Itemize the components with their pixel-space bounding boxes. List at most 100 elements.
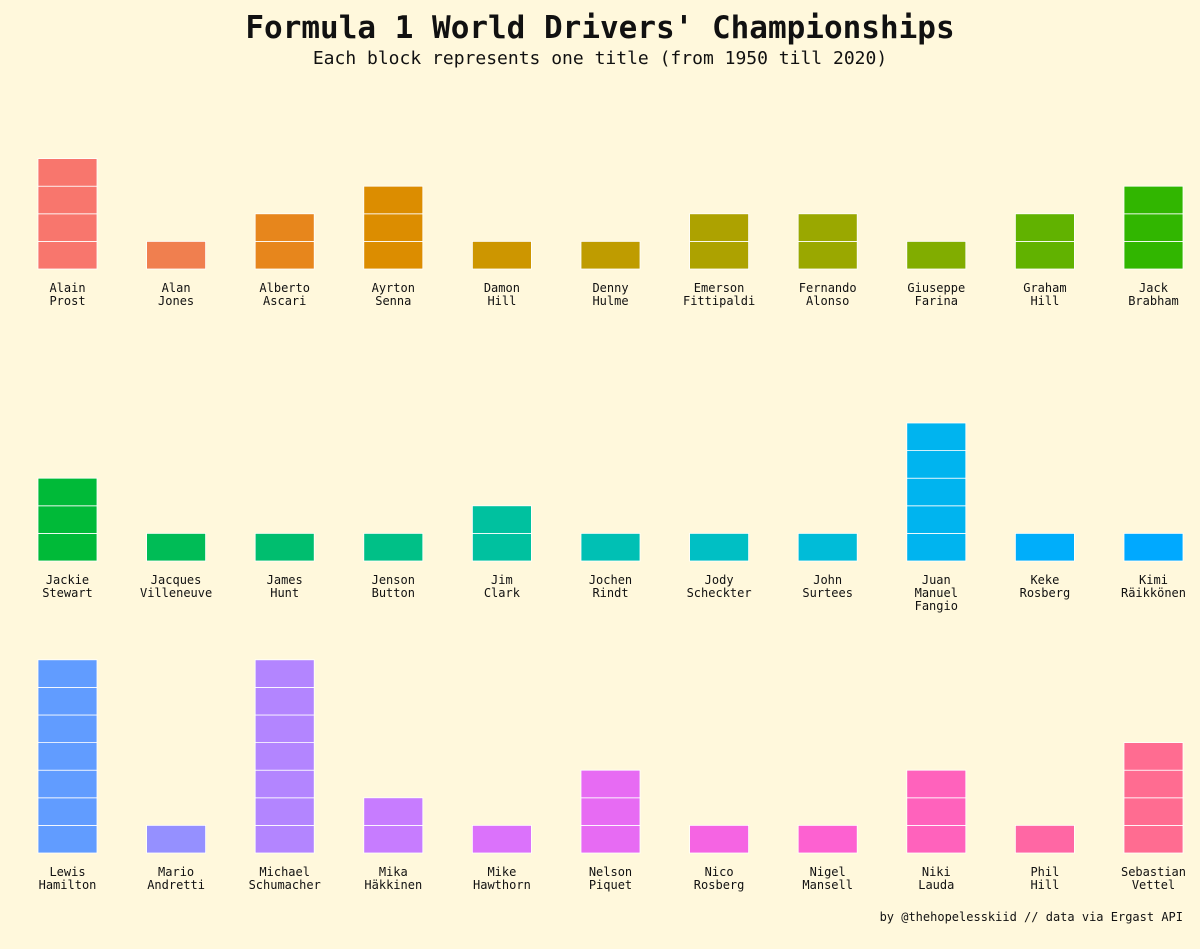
driver-label: Jackie Stewart [42, 573, 93, 600]
title-block [580, 769, 641, 799]
driver-label-line: Denny [592, 281, 628, 295]
driver-label-line: Alain [49, 281, 85, 295]
driver-label-line: Scheckter [687, 586, 752, 600]
driver-label: Keke Rosberg [1020, 573, 1071, 600]
driver-label: Alain Prost [49, 281, 85, 308]
title-block [37, 158, 98, 187]
driver-denny-hulme: Denny Hulme [580, 240, 641, 308]
driver-label-line: Schumacher [249, 878, 321, 892]
driver-label-line: Häkkinen [364, 878, 422, 892]
driver-giuseppe-farina: Giuseppe Farina [906, 240, 967, 308]
title-block [797, 240, 858, 270]
title-block [689, 825, 749, 854]
driver-jack-brabham: Jack Brabham [1123, 185, 1184, 308]
driver-label-line: Nelson [589, 865, 632, 879]
driver-label-line: Vettel [1132, 878, 1175, 892]
driver-michael-schumacher: Michael Schumacher [249, 659, 321, 892]
title-block [37, 185, 98, 215]
title-block [906, 533, 967, 562]
driver-label: Giuseppe Farina [907, 281, 965, 308]
title-block [37, 659, 98, 688]
driver-label-line: Jody [705, 573, 734, 587]
driver-label: Mika Häkkinen [364, 865, 422, 892]
driver-label-line: Rindt [592, 586, 628, 600]
driver-label: Michael Schumacher [249, 865, 321, 892]
driver-label-line: Jenson [372, 573, 415, 587]
title-block [797, 533, 858, 562]
title-block [363, 533, 424, 562]
title-block [580, 825, 641, 854]
title-block [580, 797, 641, 826]
driver-alain-prost: Alain Prost [37, 158, 98, 308]
driver-label-line: Hunt [270, 586, 299, 600]
title-block [254, 533, 315, 562]
driver-label: Jochen Rindt [589, 573, 632, 600]
driver-label-line: Brabham [1128, 294, 1179, 308]
driver-label-line: Manuel [915, 586, 958, 600]
driver-label: Juan Manuel Fangio [915, 573, 958, 613]
driver-label-line: John [813, 573, 842, 587]
driver-label-line: Piquet [589, 878, 632, 892]
title-block [363, 825, 424, 854]
driver-label-line: Lewis [49, 865, 85, 879]
driver-nico-rosberg: Nico Rosberg [689, 825, 749, 892]
title-block [254, 714, 315, 744]
driver-label: Mike Hawthorn [473, 865, 531, 892]
driver-label-line: Mike [487, 865, 516, 879]
title-block [471, 533, 532, 562]
driver-john-surtees: John Surtees [797, 533, 858, 600]
driver-label-line: Jacques [151, 573, 202, 587]
title-block [363, 213, 424, 242]
driver-label-line: Clark [484, 586, 521, 600]
title-block [906, 422, 967, 452]
driver-sebastian-vettel: Sebastian Vettel [1121, 742, 1186, 892]
driver-label-line: Button [372, 586, 415, 600]
driver-nelson-piquet: Nelson Piquet [580, 769, 641, 892]
driver-label: Jim Clark [484, 573, 521, 600]
driver-label: Nelson Piquet [589, 865, 632, 892]
driver-alan-jones: Alan Jones [146, 240, 207, 308]
driver-label-line: Lauda [918, 878, 954, 892]
driver-mario-andretti: Mario Andretti [146, 825, 207, 892]
title-block [1123, 825, 1184, 854]
title-block [906, 477, 967, 507]
title-block [37, 477, 98, 507]
title-block [1123, 797, 1184, 826]
driver-label-line: Jack [1139, 281, 1169, 295]
driver-label-line: Giuseppe [907, 281, 965, 295]
title-block [254, 742, 315, 771]
driver-label-line: Fernando [799, 281, 857, 295]
title-block [797, 825, 858, 854]
driver-mika-hakkinen: Mika Häkkinen [363, 797, 424, 892]
title-block [1015, 213, 1075, 242]
driver-label-line: Phil [1030, 865, 1059, 879]
driver-label-line: Keke [1030, 573, 1059, 587]
title-block [254, 769, 315, 799]
chart-title: Formula 1 World Drivers' Championships [245, 10, 955, 46]
title-block [363, 185, 424, 215]
title-block [254, 213, 315, 242]
title-block [1123, 769, 1184, 799]
chart-subtitle: Each block represents one title (from 19… [312, 48, 888, 69]
driver-kimi-raikkonen: Kimi Räikkönen [1121, 533, 1186, 600]
driver-jim-clark: Jim Clark [471, 505, 532, 600]
driver-label-line: Mansell [802, 878, 853, 892]
driver-label: John Surtees [802, 573, 853, 600]
driver-label-line: Alberto [259, 281, 310, 295]
driver-label-line: Hill [487, 294, 516, 308]
driver-label-line: Andretti [147, 878, 205, 892]
title-block [37, 825, 98, 854]
title-block [1123, 742, 1184, 771]
driver-label-line: Fittipaldi [683, 294, 755, 308]
title-block [797, 213, 858, 242]
driver-label: Jody Scheckter [687, 573, 752, 600]
title-block [37, 505, 98, 534]
driver-label: Graham Hill [1023, 281, 1066, 308]
title-block [37, 533, 98, 562]
driver-label: Ayrton Senna [372, 281, 415, 308]
driver-jody-scheckter: Jody Scheckter [687, 533, 752, 600]
title-block [906, 797, 967, 826]
driver-graham-hill: Graham Hill [1015, 213, 1075, 308]
title-block [363, 240, 424, 270]
driver-label: Lewis Hamilton [39, 865, 97, 892]
